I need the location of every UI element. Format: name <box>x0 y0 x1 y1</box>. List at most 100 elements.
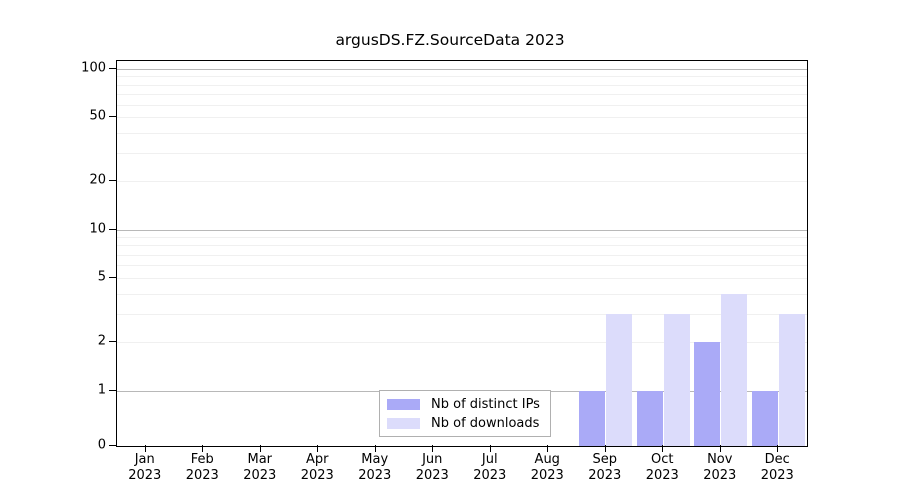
x-tick-month: Nov <box>707 452 733 467</box>
gridline-minor <box>117 314 807 315</box>
x-tick-year: 2023 <box>760 468 794 483</box>
gridline-major <box>117 230 807 231</box>
y-tick-label: 5 <box>97 269 106 285</box>
x-tick-label-mar: Mar 2023 <box>215 452 305 484</box>
legend-swatch-downloads <box>387 418 420 429</box>
x-tick-month: Jul <box>481 452 498 467</box>
x-tick-month: Apr <box>306 452 329 467</box>
legend-label-downloads: Nb of downloads <box>431 416 540 431</box>
x-tick-label-jul: Jul 2023 <box>445 452 535 484</box>
y-axis: 0 1 2 5 10 20 50 100 <box>0 0 106 500</box>
bar-sep-downloads <box>606 313 633 446</box>
x-tick-label-apr: Apr 2023 <box>272 452 362 484</box>
y-tick-mark <box>109 341 116 343</box>
x-tick-year: 2023 <box>588 468 622 483</box>
gridline-minor <box>117 265 807 266</box>
gridline-minor <box>117 245 807 246</box>
bar-oct-downloads <box>663 313 690 446</box>
y-tick-mark <box>109 68 116 70</box>
gridline-minor <box>117 133 807 134</box>
y-tick-label: 20 <box>89 172 106 188</box>
legend-swatch-distinct-ips <box>387 399 420 410</box>
chart-legend: Nb of distinct IPs Nb of downloads <box>379 390 551 437</box>
bar-nov-downloads <box>721 293 748 446</box>
x-tick-year: 2023 <box>645 468 679 483</box>
x-tick-label-dec: Dec 2023 <box>732 452 822 484</box>
legend-label-distinct-ips: Nb of distinct IPs <box>431 397 540 412</box>
y-tick-label: 10 <box>89 221 106 237</box>
gridline-minor <box>117 105 807 106</box>
x-tick-mark <box>202 445 204 452</box>
x-tick-label-feb: Feb 2023 <box>157 452 247 484</box>
x-tick-mark <box>375 445 377 452</box>
x-tick-mark <box>662 445 664 452</box>
x-tick-year: 2023 <box>703 468 737 483</box>
x-tick-month: Jun <box>422 452 443 467</box>
bar-dec-distinct-ips <box>751 390 778 446</box>
gridline-minor <box>117 94 807 95</box>
legend-item-downloads: Nb of downloads <box>387 414 544 433</box>
y-tick-label: 1 <box>97 382 106 397</box>
x-tick-mark <box>145 445 147 452</box>
x-tick-year: 2023 <box>243 468 277 483</box>
x-tick-month: May <box>361 452 389 467</box>
x-tick-year: 2023 <box>185 468 219 483</box>
gridline-minor <box>117 255 807 256</box>
chart-title: argusDS.FZ.SourceData 2023 <box>335 31 565 49</box>
y-tick-mark <box>109 277 116 279</box>
x-tick-mark <box>490 445 492 452</box>
bar-dec-downloads <box>778 313 805 446</box>
gridline-minor <box>117 294 807 295</box>
x-tick-month: Oct <box>651 452 674 467</box>
x-tick-mark <box>777 445 779 452</box>
x-tick-label-aug: Aug 2023 <box>502 452 592 484</box>
gridline-major <box>117 117 807 118</box>
x-tick-year: 2023 <box>358 468 392 483</box>
x-tick-label-sep: Sep 2023 <box>560 452 650 484</box>
gridline-major <box>117 181 807 182</box>
legend-item-distinct-ips: Nb of distinct IPs <box>387 395 544 414</box>
x-tick-month: Jan <box>134 452 155 467</box>
y-tick-label: 0 <box>97 437 106 453</box>
x-tick-mark <box>260 445 262 452</box>
x-tick-mark <box>317 445 319 452</box>
gridline-minor <box>117 237 807 238</box>
y-tick-mark <box>109 445 116 447</box>
bars-layer <box>117 61 807 446</box>
x-tick-month: Dec <box>764 452 790 467</box>
x-tick-month: Mar <box>247 452 273 467</box>
x-tick-label-jun: Jun 2023 <box>387 452 477 484</box>
x-tick-label-nov: Nov 2023 <box>675 452 765 484</box>
gridline-minor <box>117 153 807 154</box>
bar-nov-distinct-ips <box>694 342 721 446</box>
x-tick-mark <box>547 445 549 452</box>
gridline-major <box>117 342 807 343</box>
y-tick-mark <box>109 116 116 118</box>
gridline-major <box>117 278 807 279</box>
x-tick-year: 2023 <box>415 468 449 483</box>
plot-area <box>116 60 808 447</box>
gridline-major <box>117 69 807 70</box>
x-tick-month: Sep <box>592 452 617 467</box>
x-tick-month: Aug <box>534 452 560 467</box>
x-tick-month: Feb <box>190 452 214 467</box>
y-tick-label: 2 <box>97 333 106 349</box>
gridline-minor <box>117 85 807 86</box>
x-tick-mark <box>432 445 434 452</box>
x-tick-year: 2023 <box>128 468 162 483</box>
x-tick-mark <box>605 445 607 452</box>
bar-sep-distinct-ips <box>579 390 606 446</box>
x-tick-label-jan: Jan 2023 <box>100 452 190 484</box>
x-tick-label-oct: Oct 2023 <box>617 452 707 484</box>
y-tick-label: 100 <box>81 60 106 76</box>
bar-oct-distinct-ips <box>636 390 663 446</box>
y-tick-mark <box>109 390 116 392</box>
x-tick-mark <box>720 445 722 452</box>
x-tick-label-may: May 2023 <box>330 452 420 484</box>
y-tick-label: 50 <box>89 108 106 124</box>
gridline-minor <box>117 76 807 77</box>
y-tick-mark <box>109 180 116 182</box>
x-tick-year: 2023 <box>473 468 507 483</box>
y-tick-mark <box>109 229 116 231</box>
